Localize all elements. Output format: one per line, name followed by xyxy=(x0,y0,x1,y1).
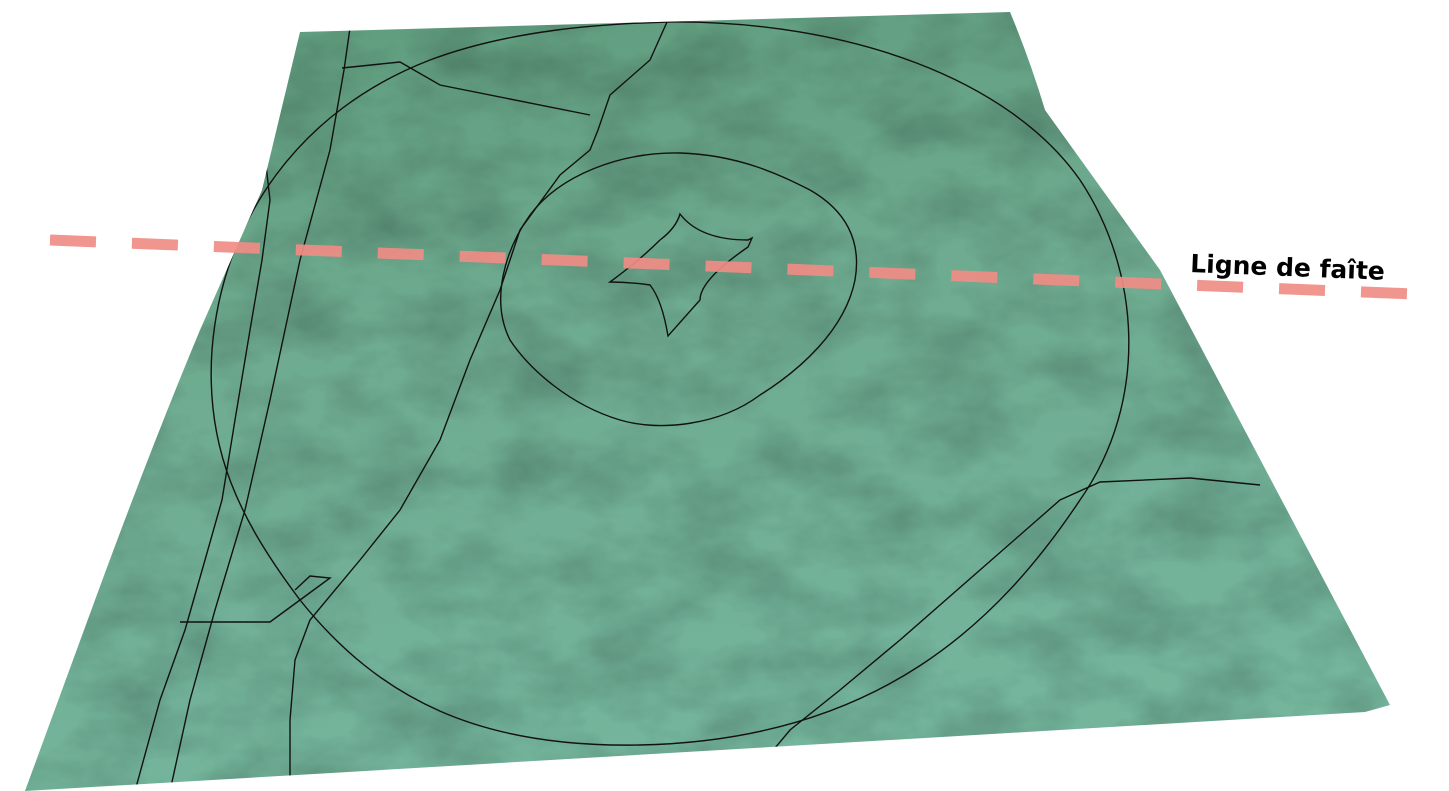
left-road-2 xyxy=(341,61,591,116)
left-road-3 xyxy=(134,129,271,791)
ridge-line xyxy=(49,234,1441,301)
left-road-1 xyxy=(169,27,351,791)
inner-loop-line xyxy=(500,152,858,427)
central-feature-line xyxy=(607,212,754,338)
right-road xyxy=(764,477,1261,761)
outer-circle-line xyxy=(210,21,1130,746)
junction-road xyxy=(180,575,332,623)
road-top-arc xyxy=(289,21,668,791)
ridge-line-label: Ligne de faîte xyxy=(1190,249,1386,286)
map-lines xyxy=(134,21,1261,791)
